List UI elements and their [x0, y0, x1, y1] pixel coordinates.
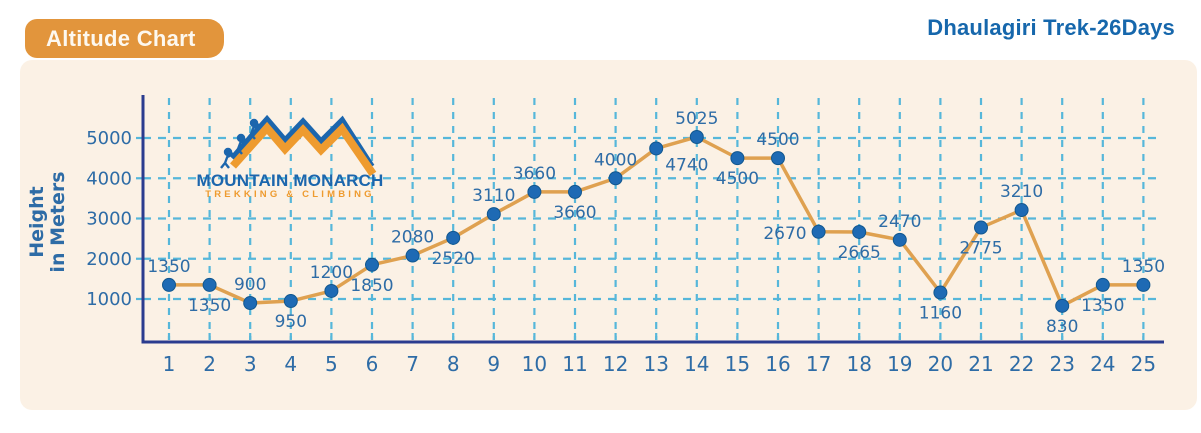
- x-tick-label: 6: [366, 352, 379, 376]
- x-tick-label: 19: [887, 352, 912, 376]
- data-point: [283, 294, 298, 309]
- x-tick-label: 24: [1090, 352, 1115, 376]
- x-tick-label: 3: [244, 352, 257, 376]
- data-point: [365, 257, 379, 272]
- x-tick-label: 16: [765, 352, 790, 376]
- trek-title: Dhaulagiri Trek-26Days: [927, 15, 1175, 40]
- data-point: [324, 283, 339, 298]
- data-point: [1095, 277, 1110, 292]
- logo-tagline: TREKKING & CLIMBING: [205, 189, 375, 200]
- data-point-label: 4740: [665, 155, 708, 175]
- chart-title-badge-label: Altitude Chart: [46, 26, 196, 51]
- data-point: [162, 277, 176, 292]
- data-point-label: 1350: [188, 296, 231, 316]
- x-tick-label: 9: [487, 352, 500, 376]
- x-tick-label: 5: [325, 352, 338, 376]
- data-point: [202, 277, 217, 292]
- data-point-label: 3110: [472, 186, 515, 206]
- y-tick-label: 5000: [86, 128, 132, 149]
- data-point-label: 3660: [513, 164, 556, 184]
- data-point: [405, 248, 420, 263]
- data-point: [446, 230, 461, 245]
- data-point: [608, 171, 623, 186]
- data-point-label: 3660: [553, 203, 596, 223]
- y-axis-title: Heightin Meters: [26, 171, 69, 272]
- x-tick-label: 20: [928, 352, 953, 376]
- data-point-label: 1350: [147, 257, 190, 277]
- x-tick-label: 11: [562, 352, 587, 376]
- data-point: [974, 220, 988, 235]
- mountain-ridge-orange: [230, 121, 377, 177]
- x-tick-label: 21: [968, 352, 993, 376]
- data-point-label: 950: [275, 312, 307, 332]
- x-tick-label: 15: [725, 352, 750, 376]
- data-point: [243, 296, 258, 311]
- mountain-monarch-logo: MOUNTAIN MONARCH TREKKING & CLIMBING: [190, 103, 390, 203]
- data-point-label: 4500: [756, 130, 799, 150]
- x-tick-label: 4: [284, 352, 297, 376]
- data-point: [771, 151, 785, 166]
- x-tick-label: 2: [203, 352, 216, 376]
- x-tick-label: 18: [846, 352, 871, 376]
- data-point: [689, 129, 704, 144]
- mountain-logo-icon: [220, 114, 377, 177]
- data-point-label: 2080: [391, 228, 434, 248]
- data-point-label: 2520: [432, 249, 475, 269]
- y-tick-label: 1000: [86, 289, 132, 310]
- chart-panel: [20, 60, 1197, 410]
- data-point-label: 1850: [350, 276, 393, 296]
- x-tick-label: 10: [522, 352, 547, 376]
- mountain-ridge-blue: [230, 114, 375, 170]
- data-point-label: 1350: [1081, 296, 1124, 316]
- data-point: [1014, 203, 1029, 218]
- data-point-label: 2775: [959, 239, 1002, 259]
- data-point: [486, 207, 501, 222]
- x-tick-label: 22: [1009, 352, 1034, 376]
- data-point-label: 4000: [594, 150, 637, 170]
- x-tick-label: 7: [406, 352, 419, 376]
- climbers-icon: [220, 118, 260, 169]
- data-point: [852, 224, 867, 239]
- data-point-label: 830: [1046, 317, 1078, 337]
- data-point-label: 1350: [1122, 257, 1165, 277]
- y-tick-label: 3000: [86, 209, 132, 230]
- data-point-label: 3210: [1000, 182, 1043, 202]
- data-point-label: 1160: [919, 304, 962, 324]
- x-tick-label: 14: [684, 352, 709, 376]
- x-tick-label: 12: [603, 352, 628, 376]
- data-point-label: 2470: [878, 212, 921, 232]
- data-point: [1055, 298, 1070, 313]
- data-point: [730, 151, 745, 166]
- data-point: [892, 232, 907, 247]
- data-point-label: 900: [234, 275, 266, 295]
- x-tick-label: 17: [806, 352, 831, 376]
- x-tick-label: 25: [1131, 352, 1156, 376]
- data-point: [933, 285, 948, 300]
- data-point: [1136, 277, 1151, 292]
- x-tick-label: 23: [1049, 352, 1074, 376]
- data-point-label: 1200: [310, 263, 353, 283]
- logo-name: MOUNTAIN MONARCH: [196, 171, 384, 190]
- data-point-label: 2670: [763, 224, 806, 244]
- data-point-label: 4500: [716, 169, 759, 189]
- data-point-label: 2665: [838, 243, 881, 263]
- y-tick-label: 4000: [86, 168, 132, 189]
- data-point-label: 5025: [675, 109, 718, 129]
- y-tick-label: 2000: [86, 249, 132, 270]
- data-point: [568, 184, 582, 199]
- data-point: [811, 224, 826, 239]
- chart-title-badge: Altitude Chart: [25, 19, 224, 58]
- data-point: [527, 184, 542, 199]
- x-tick-label: 8: [447, 352, 460, 376]
- x-tick-label: 13: [643, 352, 668, 376]
- data-point: [649, 141, 664, 156]
- x-tick-label: 1: [163, 352, 176, 376]
